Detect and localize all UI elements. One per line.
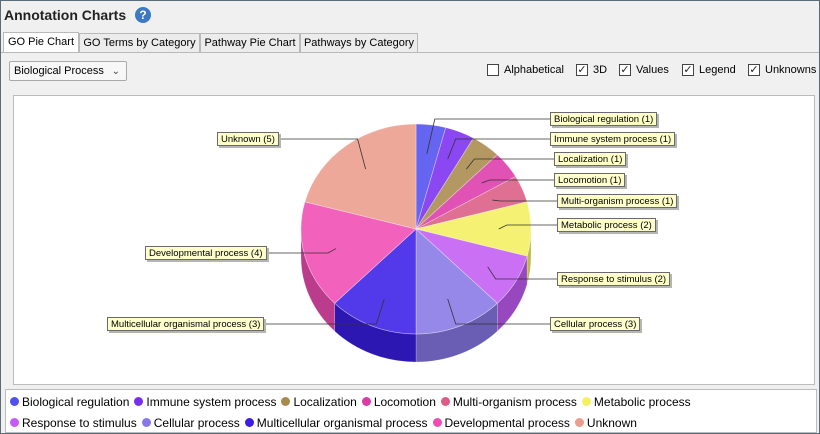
checkbox-label: Legend [699, 64, 736, 76]
pie-chart-svg [264, 118, 557, 363]
legend-item: Locomotion [361, 395, 436, 409]
pie-chart-area: Biological regulation (1) Immune system p… [13, 95, 815, 385]
callout-leader-line [492, 199, 557, 202]
legend-label: Multicellular organismal process [256, 416, 428, 430]
slice-value-label: Response to stimulus (2) [557, 272, 671, 286]
legend-row: Response to stimulus Cellular process Mult… [10, 416, 642, 430]
slice-value-label: Multicellular organismal process (3) [107, 317, 265, 331]
callout-leader-line [466, 158, 554, 170]
legend-swatch-icon [581, 397, 591, 406]
legend-label: Locomotion [373, 395, 436, 409]
legend-swatch-icon [134, 397, 144, 406]
legend-item: Metabolic process [581, 395, 691, 409]
window-title: Annotation Charts [4, 7, 127, 23]
pie-slice [304, 123, 417, 230]
category-select[interactable]: Biological Process ⌄ [9, 61, 127, 81]
slice-value-label: Biological regulation (1) [550, 112, 658, 126]
callout-leader-line [498, 224, 557, 230]
callout-leader-line [481, 179, 554, 184]
slice-value-label: Cellular process (3) [550, 317, 641, 331]
pie-slice [415, 228, 498, 335]
legend-row: Biological regulation Immune system proce… [10, 395, 696, 409]
legend-swatch-icon [141, 418, 151, 427]
legend-label: Multi-organism process [452, 395, 577, 409]
pie-slice [415, 123, 447, 230]
legend-swatch-icon [244, 418, 254, 427]
legend-swatch-icon [361, 397, 371, 406]
legend-item: Multi-organism process [440, 395, 577, 409]
tab-go-pie-chart[interactable]: GO Pie Chart [3, 32, 79, 53]
callout-leader-line [487, 266, 557, 280]
checkbox-label: 3D [593, 64, 608, 76]
chevron-down-icon: ⌄ [111, 66, 120, 77]
checkbox-box [487, 64, 499, 76]
go-pie-chart-panel: Biological Process ⌄ Alphabetical ✓ 3D ✓… [1, 53, 819, 433]
pie-slices [300, 123, 532, 335]
slice-value-label: Multi-organism process (1) [557, 194, 678, 208]
legend-label: Response to stimulus [22, 416, 137, 430]
tab-pathways-by-category[interactable]: Pathways by Category [300, 33, 418, 52]
legend-label: Unknown [586, 416, 637, 430]
legend-label: Immune system process [146, 395, 277, 409]
check-icon: ✓ [748, 64, 760, 76]
legend-swatch-icon [440, 397, 450, 406]
legend-swatch-icon [10, 397, 19, 406]
slice-value-label: Immune system process (1) [550, 132, 676, 146]
legend-item: Developmental process [432, 416, 570, 430]
tab-divider [1, 52, 819, 53]
legend-swatch-icon [574, 418, 584, 427]
legend-item: Biological regulation [10, 395, 129, 409]
legend-item: Unknown [574, 416, 637, 430]
pie-slice [415, 228, 528, 304]
pie-slice [415, 154, 517, 230]
tab-pathway-pie-chart[interactable]: Pathway Pie Chart [200, 33, 300, 52]
legend-label: Biological regulation [22, 395, 130, 409]
legend-label: Localization [293, 395, 357, 409]
legend-item: Immune system process [134, 395, 276, 409]
legend-swatch-icon [10, 418, 19, 427]
slice-value-label: Developmental process (4) [145, 246, 267, 260]
callout-leader-line [447, 138, 550, 160]
legend-label: Cellular process [153, 416, 240, 430]
pie-slice [415, 176, 528, 230]
pie-slice [300, 201, 417, 304]
checkbox-label: Values [636, 64, 669, 76]
callout-leader-line [264, 298, 385, 325]
checkbox-label: Unknowns [765, 64, 817, 76]
help-icon[interactable]: ? [135, 7, 151, 23]
pie-slice [415, 137, 498, 230]
pie-slice [415, 127, 474, 230]
tab-go-terms-by-category[interactable]: GO Terms by Category [79, 33, 200, 52]
legend-item: Multicellular organismal process [244, 416, 428, 430]
pie-slice [415, 201, 532, 257]
check-icon: ✓ [576, 64, 588, 76]
legend-label: Developmental process [444, 416, 570, 430]
callout-leader-line [279, 138, 366, 170]
legend-item: Cellular process [141, 416, 240, 430]
check-icon: ✓ [619, 64, 631, 76]
callout-leaders [264, 118, 557, 325]
legend-item: Localization [281, 395, 357, 409]
check-icon: ✓ [682, 64, 694, 76]
checkbox-label: Alphabetical [504, 64, 564, 76]
callout-leader-line [447, 298, 550, 325]
slice-value-label: Localization (1) [554, 152, 627, 166]
slice-value-label: Locomotion (1) [554, 173, 626, 187]
legend-swatch-icon [281, 397, 291, 406]
chart-legend: Biological regulation Immune system proce… [5, 389, 817, 433]
category-select-value: Biological Process [14, 65, 104, 77]
legend-item: Response to stimulus [10, 416, 137, 430]
legend-label: Metabolic process [593, 395, 691, 409]
callout-leader-line [426, 118, 550, 155]
pie-slice [334, 228, 417, 335]
callout-leader-line [267, 248, 337, 254]
slice-value-label: Unknown (5) [217, 132, 279, 146]
slice-value-label: Metabolic process (2) [557, 218, 656, 232]
legend-swatch-icon [432, 418, 442, 427]
